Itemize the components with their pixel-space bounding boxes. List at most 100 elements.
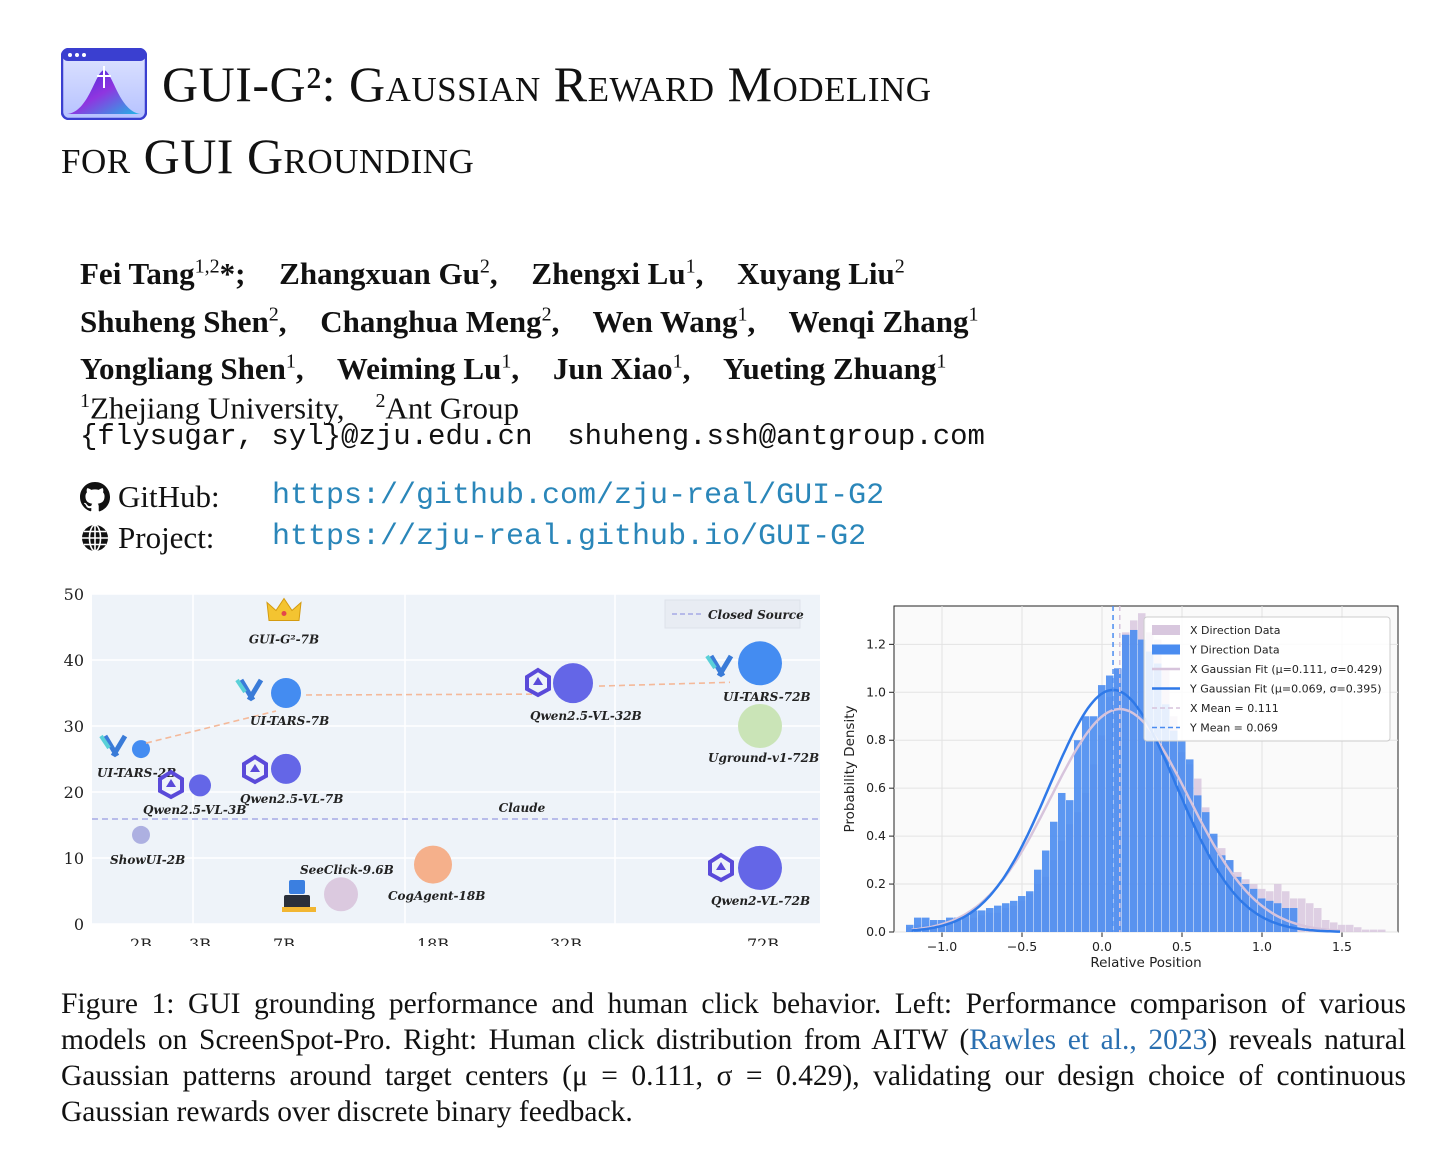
chart-legend: Closed Source [664, 599, 804, 629]
author: Weiming Lu1, [336, 350, 520, 386]
y-tick-label: 1.0 [866, 684, 886, 699]
y-direction-bar [1146, 651, 1154, 932]
data-point [132, 740, 150, 759]
citation-link[interactable]: Rawles et al., 2023 [969, 1024, 1208, 1056]
point-label: UI-TARS-2B [97, 766, 176, 780]
y-tick-label: 1.2 [866, 636, 886, 651]
logo-core [250, 764, 260, 772]
y-tick-label: 0.0 [866, 924, 886, 939]
robot-head [289, 880, 305, 894]
y-tick-label: 10 [64, 849, 84, 868]
qwen-logo-icon [708, 852, 734, 883]
y-direction-bar [1026, 891, 1034, 932]
project-row: Project: https://zju-real.github.io/GUI-… [80, 517, 884, 558]
author: Xuyang Liu2 [737, 256, 905, 292]
x-tick-label: 0.0 [1092, 939, 1112, 954]
y-direction-bar [1218, 855, 1226, 932]
x-direction-bar [1322, 920, 1330, 932]
x-direction-bar [1346, 924, 1354, 932]
y-direction-bar [970, 910, 978, 932]
y-tick-label: 40 [64, 651, 84, 670]
x-tick-label: 7B [273, 935, 295, 946]
y-direction-bar [962, 915, 970, 932]
globe-icon [82, 523, 108, 552]
y-tick-label: 30 [64, 717, 84, 736]
author-row-2: Shuheng Shen2, Changhua Meng2, Wen Wang1… [80, 294, 1005, 341]
y-direction-bar [1226, 860, 1234, 932]
author: Changhua Meng2, [320, 303, 560, 339]
y-direction-bar [1162, 704, 1170, 932]
y-direction-bar [1210, 833, 1218, 932]
github-label: GitHub: [118, 479, 220, 514]
project-link[interactable]: https://zju-real.github.io/GUI-G2 [272, 520, 867, 554]
point-label: Qwen2.5-VL-32B [530, 709, 642, 723]
y-direction-bar [946, 917, 954, 932]
point-label: Uground-v1-72B [708, 751, 819, 765]
x-axis-label: Relative Position [1090, 955, 1201, 971]
affiliations: 1Zhejiang University, 2Ant Group [80, 390, 520, 426]
data-point [324, 877, 358, 912]
ui-tars-logo-icon [235, 678, 264, 702]
y-tick-label: 0.8 [866, 732, 886, 747]
data-point [271, 753, 301, 784]
y-direction-bar [1234, 876, 1242, 932]
author-emails: {flysugar, syl}@zju.edu.cn shuheng.ssh@a… [80, 420, 985, 453]
point-label: Qwen2.5-VL-3B [143, 803, 246, 817]
trend-line [145, 681, 731, 744]
robot-icon [282, 880, 316, 912]
point-label: Qwen2-VL-72B [711, 894, 810, 908]
y-direction-bar [1258, 898, 1266, 932]
author-row-3: Yongliang Shen1, Weiming Lu1, Jun Xiao1,… [80, 342, 1005, 389]
data-point [738, 641, 782, 686]
resource-links: GitHub: https://github.com/zju-real/GUI-… [80, 476, 884, 558]
legend-box [1143, 616, 1391, 742]
y-direction-bar [1186, 759, 1194, 932]
affiliation-2: Ant Group [385, 390, 520, 426]
y-direction-bar [1058, 792, 1066, 932]
y-direction-bar [922, 917, 930, 932]
robot-body [284, 895, 310, 909]
affiliation-1: Zhejiang University, [90, 390, 345, 426]
qwen-logo-icon [242, 754, 268, 785]
x-direction-bar [1330, 922, 1338, 932]
logo-stroke [158, 769, 184, 800]
author-row-1: Fei Tang1,2*; Zhangxuan Gu2, Zhengxi Lu1… [80, 247, 1005, 294]
logo-core [533, 677, 543, 685]
histogram-legend: X Direction Data Y Direction Data X Gaussi… [1143, 616, 1391, 742]
logo-core [166, 779, 176, 787]
data-point [738, 845, 782, 890]
logo-stroke [235, 678, 247, 694]
author: Zhengxi Lu1, [531, 256, 704, 292]
y-direction-bar [1242, 884, 1250, 932]
data-point [132, 825, 150, 844]
logo-stroke [525, 667, 551, 698]
github-row: GitHub: https://github.com/zju-real/GUI-… [80, 476, 884, 517]
crown-icon [266, 597, 302, 621]
y-direction-bar [1130, 629, 1138, 932]
y-tick-label: 0.2 [866, 876, 886, 891]
github-link[interactable]: https://github.com/zju-real/GUI-G2 [272, 479, 885, 513]
y-direction-bar [986, 908, 994, 932]
x-direction-bar [1378, 929, 1386, 932]
x-tick-label: 18B [417, 935, 449, 946]
y-direction-bar [1090, 716, 1098, 932]
y-direction-bar [954, 917, 962, 932]
y-direction-bar [1194, 795, 1202, 932]
y-direction-bar [1114, 668, 1122, 932]
y-direction-bar [1202, 812, 1210, 932]
author: Wen Wang1, [592, 303, 756, 339]
reference-line-label: Claude [499, 801, 546, 815]
logo-stroke [102, 734, 128, 758]
legend-label: Y Gaussian Fit (μ=0.069, σ=0.395) [1189, 683, 1382, 696]
legend-label: X Mean = 0.111 [1190, 702, 1279, 715]
y-direction-bar [1154, 663, 1162, 932]
y-direction-bar [1266, 900, 1274, 932]
logo-stroke [242, 754, 268, 785]
y-direction-bar [1050, 821, 1058, 932]
y-direction-bar [906, 924, 914, 932]
author: Jun Xiao1, [552, 350, 691, 386]
legend-label: Y Mean = 0.069 [1189, 722, 1278, 735]
y-tick-label: 0.6 [866, 780, 886, 795]
project-label: Project: [118, 520, 215, 555]
y-gaussian-fit-line [911, 688, 1340, 933]
